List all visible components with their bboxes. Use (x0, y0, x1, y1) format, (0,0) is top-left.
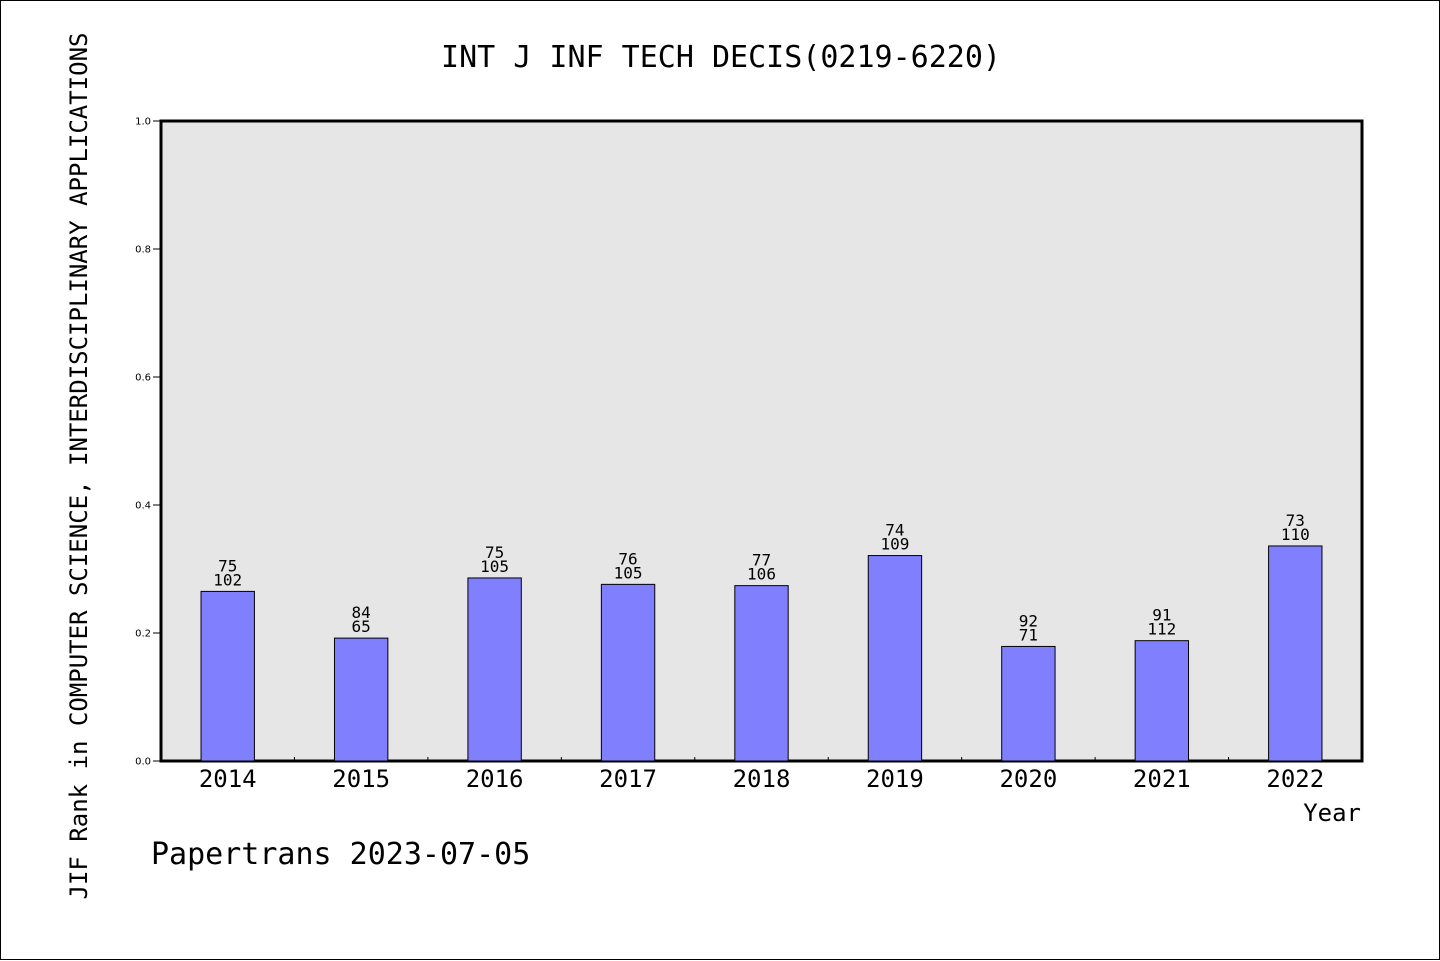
x-axis: 2014 2015 2016 2017 2018 2019 2020 2021 2022 (199, 757, 1324, 793)
bar (600, 583, 656, 762)
bar-label-bottom: 105 (614, 563, 643, 582)
bar-label-top: 77 (752, 551, 771, 570)
bar-label-bottom: 109 (880, 535, 909, 554)
bar-label-top: 73 (1286, 511, 1305, 530)
bar-label-bottom: 65 (352, 617, 371, 636)
bar (1001, 645, 1056, 762)
x-tick-label: 2015 (332, 765, 390, 793)
bar-label-bottom: 106 (747, 565, 776, 584)
bar-label-bottom: 71 (1019, 625, 1038, 644)
x-tick-label: 2021 (1133, 765, 1191, 793)
bar (333, 637, 389, 762)
x-tick-label: 2016 (466, 765, 524, 793)
x-tick-label: 2019 (866, 765, 924, 793)
bar (467, 577, 522, 762)
bar-label-bottom: 102 (213, 570, 242, 589)
y-tick-label: 0.4 (135, 501, 151, 512)
bar (1268, 545, 1323, 762)
chart-title: INT J INF TECH DECIS(0219-6220) (441, 40, 1001, 75)
bar-label-top: 75 (218, 556, 237, 575)
x-axis-label: Year (1303, 799, 1361, 827)
bar-label-top: 92 (1019, 611, 1038, 630)
y-axis: 0.0 0.2 0.4 0.6 0.8 1.0 (135, 117, 161, 768)
bar-label-top: 76 (618, 549, 637, 568)
y-tick-label: 0.0 (135, 757, 151, 768)
bar (867, 555, 923, 762)
bar (200, 590, 255, 762)
bar (734, 585, 789, 762)
x-tick-label: 2018 (733, 765, 791, 793)
x-tick-label: 2022 (1266, 765, 1324, 793)
bar (1134, 640, 1190, 762)
x-tick-label: 2017 (599, 765, 657, 793)
y-tick-label: 0.6 (135, 373, 151, 384)
footer-credit: Papertrans 2023-07-05 (151, 837, 530, 872)
x-tick-label: 2014 (199, 765, 257, 793)
y-tick-label: 0.2 (135, 629, 151, 640)
bar-label-bottom: 112 (1147, 620, 1176, 639)
y-tick-label: 1.0 (135, 117, 151, 128)
bar-label-top: 91 (1152, 606, 1171, 625)
bar-label-top: 75 (485, 543, 504, 562)
y-tick-label: 0.8 (135, 245, 151, 256)
bar-label-bottom: 110 (1281, 525, 1310, 544)
bar-label-top: 74 (885, 521, 904, 540)
x-tick-label: 2020 (999, 765, 1057, 793)
bar-label-top: 84 (352, 603, 371, 622)
bar-label-bottom: 105 (480, 557, 509, 576)
y-axis-label: JIF Rank in COMPUTER SCIENCE, INTERDISCI… (65, 33, 93, 900)
